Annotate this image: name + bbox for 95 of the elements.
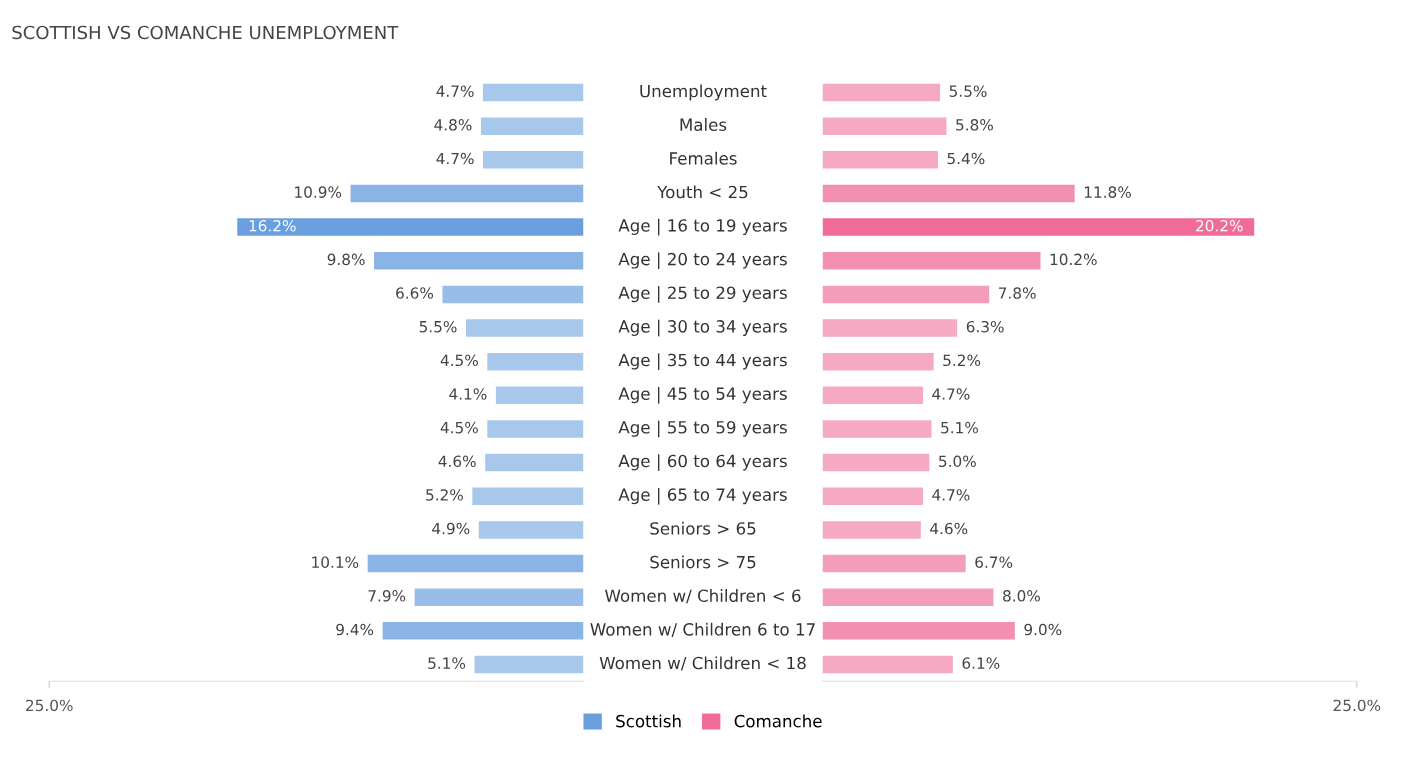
y-tick-label: Age | 20 to 24 years	[618, 252, 787, 270]
bar	[822, 252, 1041, 270]
bar	[822, 184, 1075, 203]
data-label: 5.2%	[426, 489, 463, 501]
y-tick-label: Males	[680, 118, 727, 131]
data-label: 5.5%	[419, 320, 457, 333]
data-label: 5.2%	[943, 354, 981, 367]
data-label: 4.5%	[440, 354, 478, 367]
y-tick-label: Unemployment	[640, 84, 767, 101]
data-label: 9.0%	[1024, 623, 1062, 636]
data-label: 4.7%	[932, 388, 970, 400]
bar	[822, 285, 990, 304]
bar	[367, 554, 584, 573]
bar	[374, 252, 584, 270]
data-label: 4.7%	[436, 85, 474, 97]
x-tick-label: 25.0%	[26, 699, 73, 712]
data-label: 4.1%	[449, 388, 487, 400]
chart-title: SCOTTISH VS COMANCHE UNEMPLOYMENT	[12, 25, 399, 40]
bar	[478, 521, 584, 539]
y-tick-label: Seniors > 65	[650, 521, 756, 535]
y-tick-label: Age | 55 to 59 years	[618, 420, 787, 438]
bar	[487, 352, 584, 371]
data-label: 10.9%	[295, 186, 342, 198]
bar	[822, 151, 938, 169]
data-label: 4.7%	[436, 152, 474, 165]
data-label: 4.5%	[440, 421, 478, 434]
data-label: 16.2%	[249, 219, 296, 232]
bar	[414, 588, 584, 606]
bar	[822, 622, 1015, 640]
data-label: 7.8%	[999, 287, 1036, 299]
y-tick-label: Age | 65 to 74 years	[618, 487, 787, 505]
data-label: 5.4%	[947, 152, 985, 165]
legend-label: Scottish	[616, 714, 681, 728]
data-label: 8.0%	[1003, 590, 1040, 602]
bar	[480, 117, 584, 135]
bar	[474, 655, 584, 674]
data-label: 10.2%	[1050, 253, 1097, 266]
data-label: 11.8%	[1084, 186, 1131, 198]
bar	[822, 352, 934, 371]
data-label: 4.7%	[932, 489, 970, 501]
y-tick-label: Age | 30 to 34 years	[618, 319, 787, 337]
y-tick-label: Females	[670, 151, 737, 165]
data-label: 4.6%	[438, 455, 476, 468]
y-tick-label: Age | 35 to 44 years	[618, 353, 787, 371]
bar	[822, 453, 930, 472]
y-tick-label: Women w/ Children < 18	[599, 656, 806, 671]
bar	[822, 218, 1255, 236]
y-tick-label: Age | 16 to 19 years	[618, 218, 787, 236]
data-label: 5.1%	[428, 657, 466, 669]
y-tick-label: Age | 25 to 29 years	[618, 286, 787, 303]
bar	[822, 117, 947, 135]
bar	[822, 521, 921, 539]
bar	[485, 453, 584, 472]
data-label: 9.4%	[336, 623, 374, 636]
bar	[442, 285, 584, 304]
y-tick-label: Seniors > 75	[650, 555, 756, 569]
bar	[472, 487, 584, 505]
bar	[350, 184, 584, 203]
bar	[822, 487, 923, 505]
bar	[822, 319, 958, 337]
data-label: 20.2%	[1196, 219, 1243, 232]
bar	[822, 83, 941, 102]
data-label: 4.9%	[432, 522, 470, 535]
data-label: 5.1%	[941, 421, 979, 434]
x-tick-label: 25.0%	[1333, 699, 1381, 712]
bar	[483, 151, 584, 169]
bar	[495, 386, 584, 405]
bar	[465, 319, 584, 337]
data-label: 5.8%	[956, 119, 993, 131]
data-label: 10.1%	[312, 556, 359, 568]
data-label: 7.9%	[368, 590, 406, 602]
data-label: 5.0%	[939, 455, 976, 468]
y-tick-label: Women w/ Children < 6	[605, 589, 801, 604]
bar	[822, 554, 966, 573]
y-tick-label: Age | 60 to 64 years	[618, 454, 787, 471]
bar	[237, 218, 584, 236]
data-label: 6.1%	[962, 657, 1000, 669]
data-label: 6.7%	[975, 556, 1013, 568]
bar	[487, 420, 584, 438]
y-tick-label: Women w/ Children 6 to 17	[590, 622, 815, 637]
bar	[822, 655, 953, 674]
bar	[822, 588, 994, 606]
bar	[382, 622, 584, 640]
y-tick-label: Youth < 25	[657, 185, 748, 199]
data-label: 4.8%	[434, 119, 472, 131]
legend-label: Comanche	[734, 714, 822, 728]
data-label: 4.6%	[930, 522, 968, 535]
data-label: 5.5%	[949, 85, 987, 97]
bar	[822, 420, 932, 438]
bar	[822, 386, 923, 405]
y-tick-label: Age | 45 to 54 years	[618, 386, 787, 404]
data-label: 6.3%	[966, 320, 1004, 333]
data-label: 9.8%	[327, 253, 365, 266]
bar	[483, 83, 584, 102]
data-label: 6.6%	[396, 287, 434, 299]
